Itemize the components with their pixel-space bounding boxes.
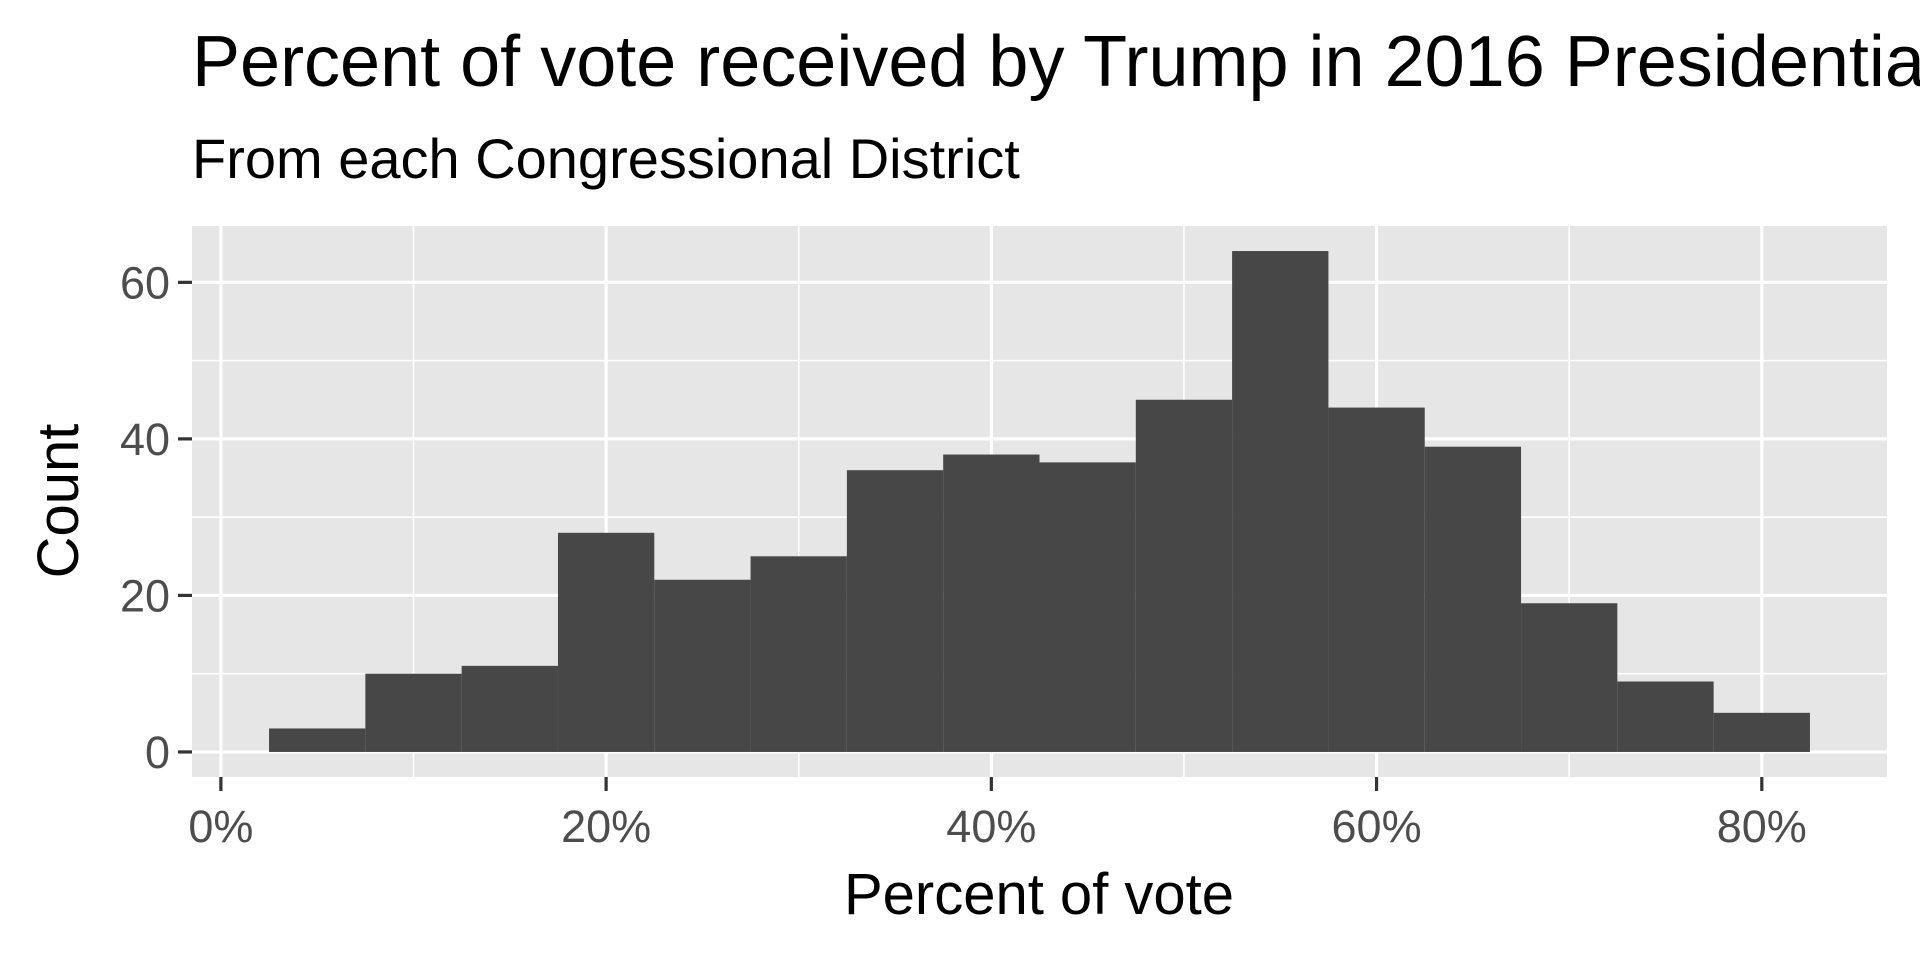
x-tick-label: 0% [188,801,253,852]
histogram-bar [750,556,847,752]
x-tick-label: 40% [946,801,1036,852]
y-tick-label: 20 [120,570,170,621]
histogram-bar [269,728,366,752]
x-axis: 0% 20% 40% 60% 80% [188,777,1807,852]
histogram-bar [943,454,1040,752]
y-axis-title: Count [26,424,91,579]
histogram-bar [1617,681,1714,752]
chart-title: Percent of vote received by Trump in 201… [192,22,1920,102]
histogram-bar [1135,399,1233,752]
histogram-bar [1521,603,1618,752]
histogram-bar [846,470,944,752]
histogram-bar [557,532,655,752]
x-axis-title: Percent of vote [844,862,1234,927]
y-tick-label: 60 [120,257,170,308]
histogram-bar [1713,712,1810,752]
y-tick-label: 0 [145,727,170,778]
histogram-bar [461,665,558,752]
bars [269,251,1810,752]
y-axis: 0 20 40 60 [120,257,192,778]
histogram-bar [654,579,751,752]
histogram-bar [1039,462,1136,752]
histogram-bar [1328,407,1425,752]
histogram-bar [1424,446,1522,752]
chart-subtitle: From each Congressional District [192,127,1020,190]
x-tick-label: 20% [561,801,651,852]
histogram-bar [365,673,462,752]
x-tick-label: 60% [1332,801,1422,852]
y-tick-label: 40 [120,414,170,465]
x-tick-label: 80% [1717,801,1807,852]
histogram-bar [1232,251,1329,752]
